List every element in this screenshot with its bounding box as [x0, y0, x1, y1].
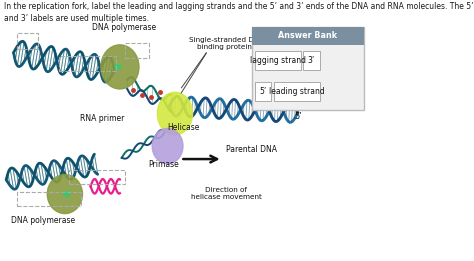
Text: Answer Bank: Answer Bank [278, 31, 337, 40]
Text: 3’: 3’ [294, 96, 302, 105]
Text: DNA polymerase: DNA polymerase [11, 216, 75, 224]
Text: Parental DNA: Parental DNA [227, 145, 277, 155]
Ellipse shape [152, 128, 183, 164]
Text: leading strand: leading strand [269, 87, 325, 96]
Text: 5’: 5’ [294, 112, 302, 121]
Ellipse shape [157, 92, 192, 135]
FancyBboxPatch shape [252, 27, 364, 45]
FancyBboxPatch shape [255, 82, 272, 102]
Text: DNA polymerase: DNA polymerase [91, 23, 155, 32]
FancyBboxPatch shape [273, 82, 320, 102]
Text: Helicase: Helicase [168, 123, 200, 132]
Text: Primase: Primase [148, 160, 179, 169]
Text: 3’: 3’ [308, 56, 315, 65]
Ellipse shape [47, 175, 82, 213]
Text: Direction of
helicase movement: Direction of helicase movement [191, 187, 262, 200]
Text: Single-stranded DNA
binding proteins: Single-stranded DNA binding proteins [189, 37, 264, 50]
Text: lagging strand: lagging strand [250, 56, 306, 65]
Text: 5’: 5’ [259, 87, 266, 96]
Text: In the replication fork, label the leading and lagging strands and the 5’ and 3’: In the replication fork, label the leadi… [4, 2, 474, 23]
Text: RNA primer: RNA primer [80, 114, 124, 123]
Ellipse shape [101, 45, 139, 89]
FancyBboxPatch shape [303, 51, 320, 70]
FancyBboxPatch shape [255, 51, 301, 70]
FancyBboxPatch shape [252, 27, 364, 110]
